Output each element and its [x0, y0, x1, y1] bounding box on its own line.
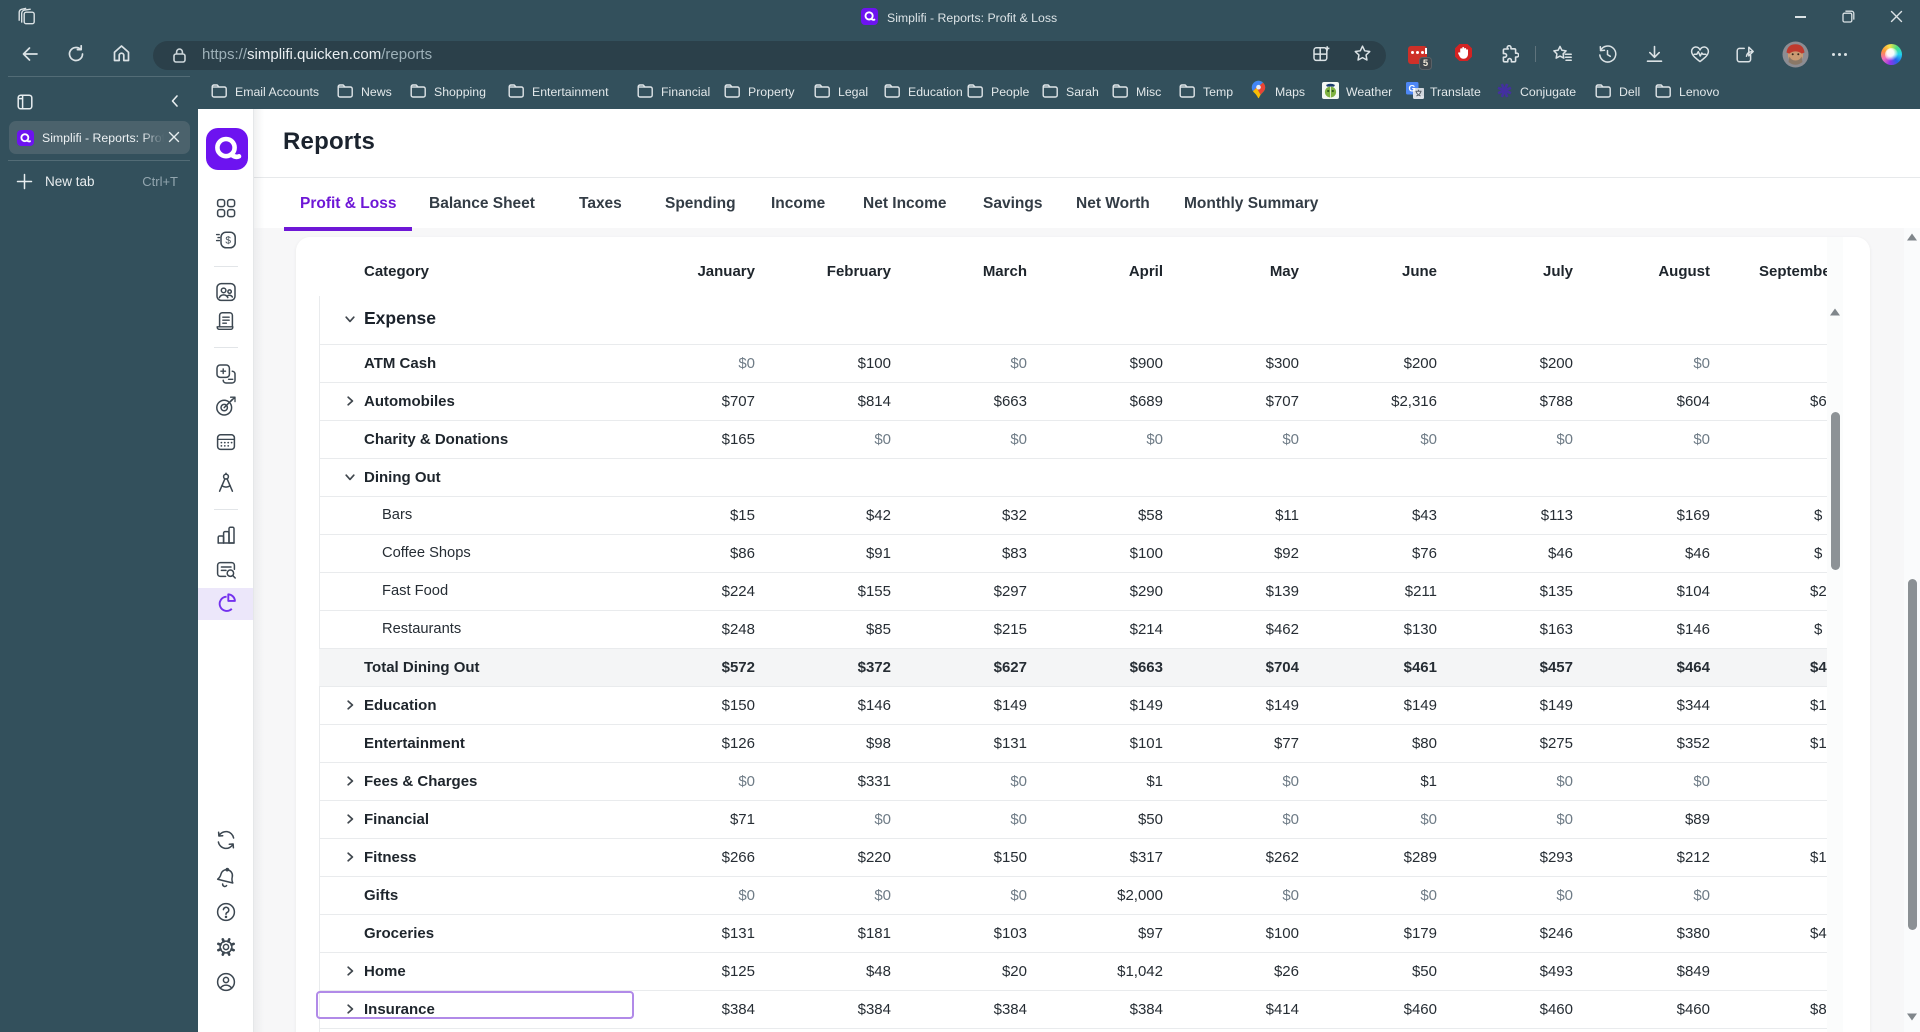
svg-text:G: G: [1408, 83, 1415, 93]
svg-text:$: $: [225, 236, 231, 247]
